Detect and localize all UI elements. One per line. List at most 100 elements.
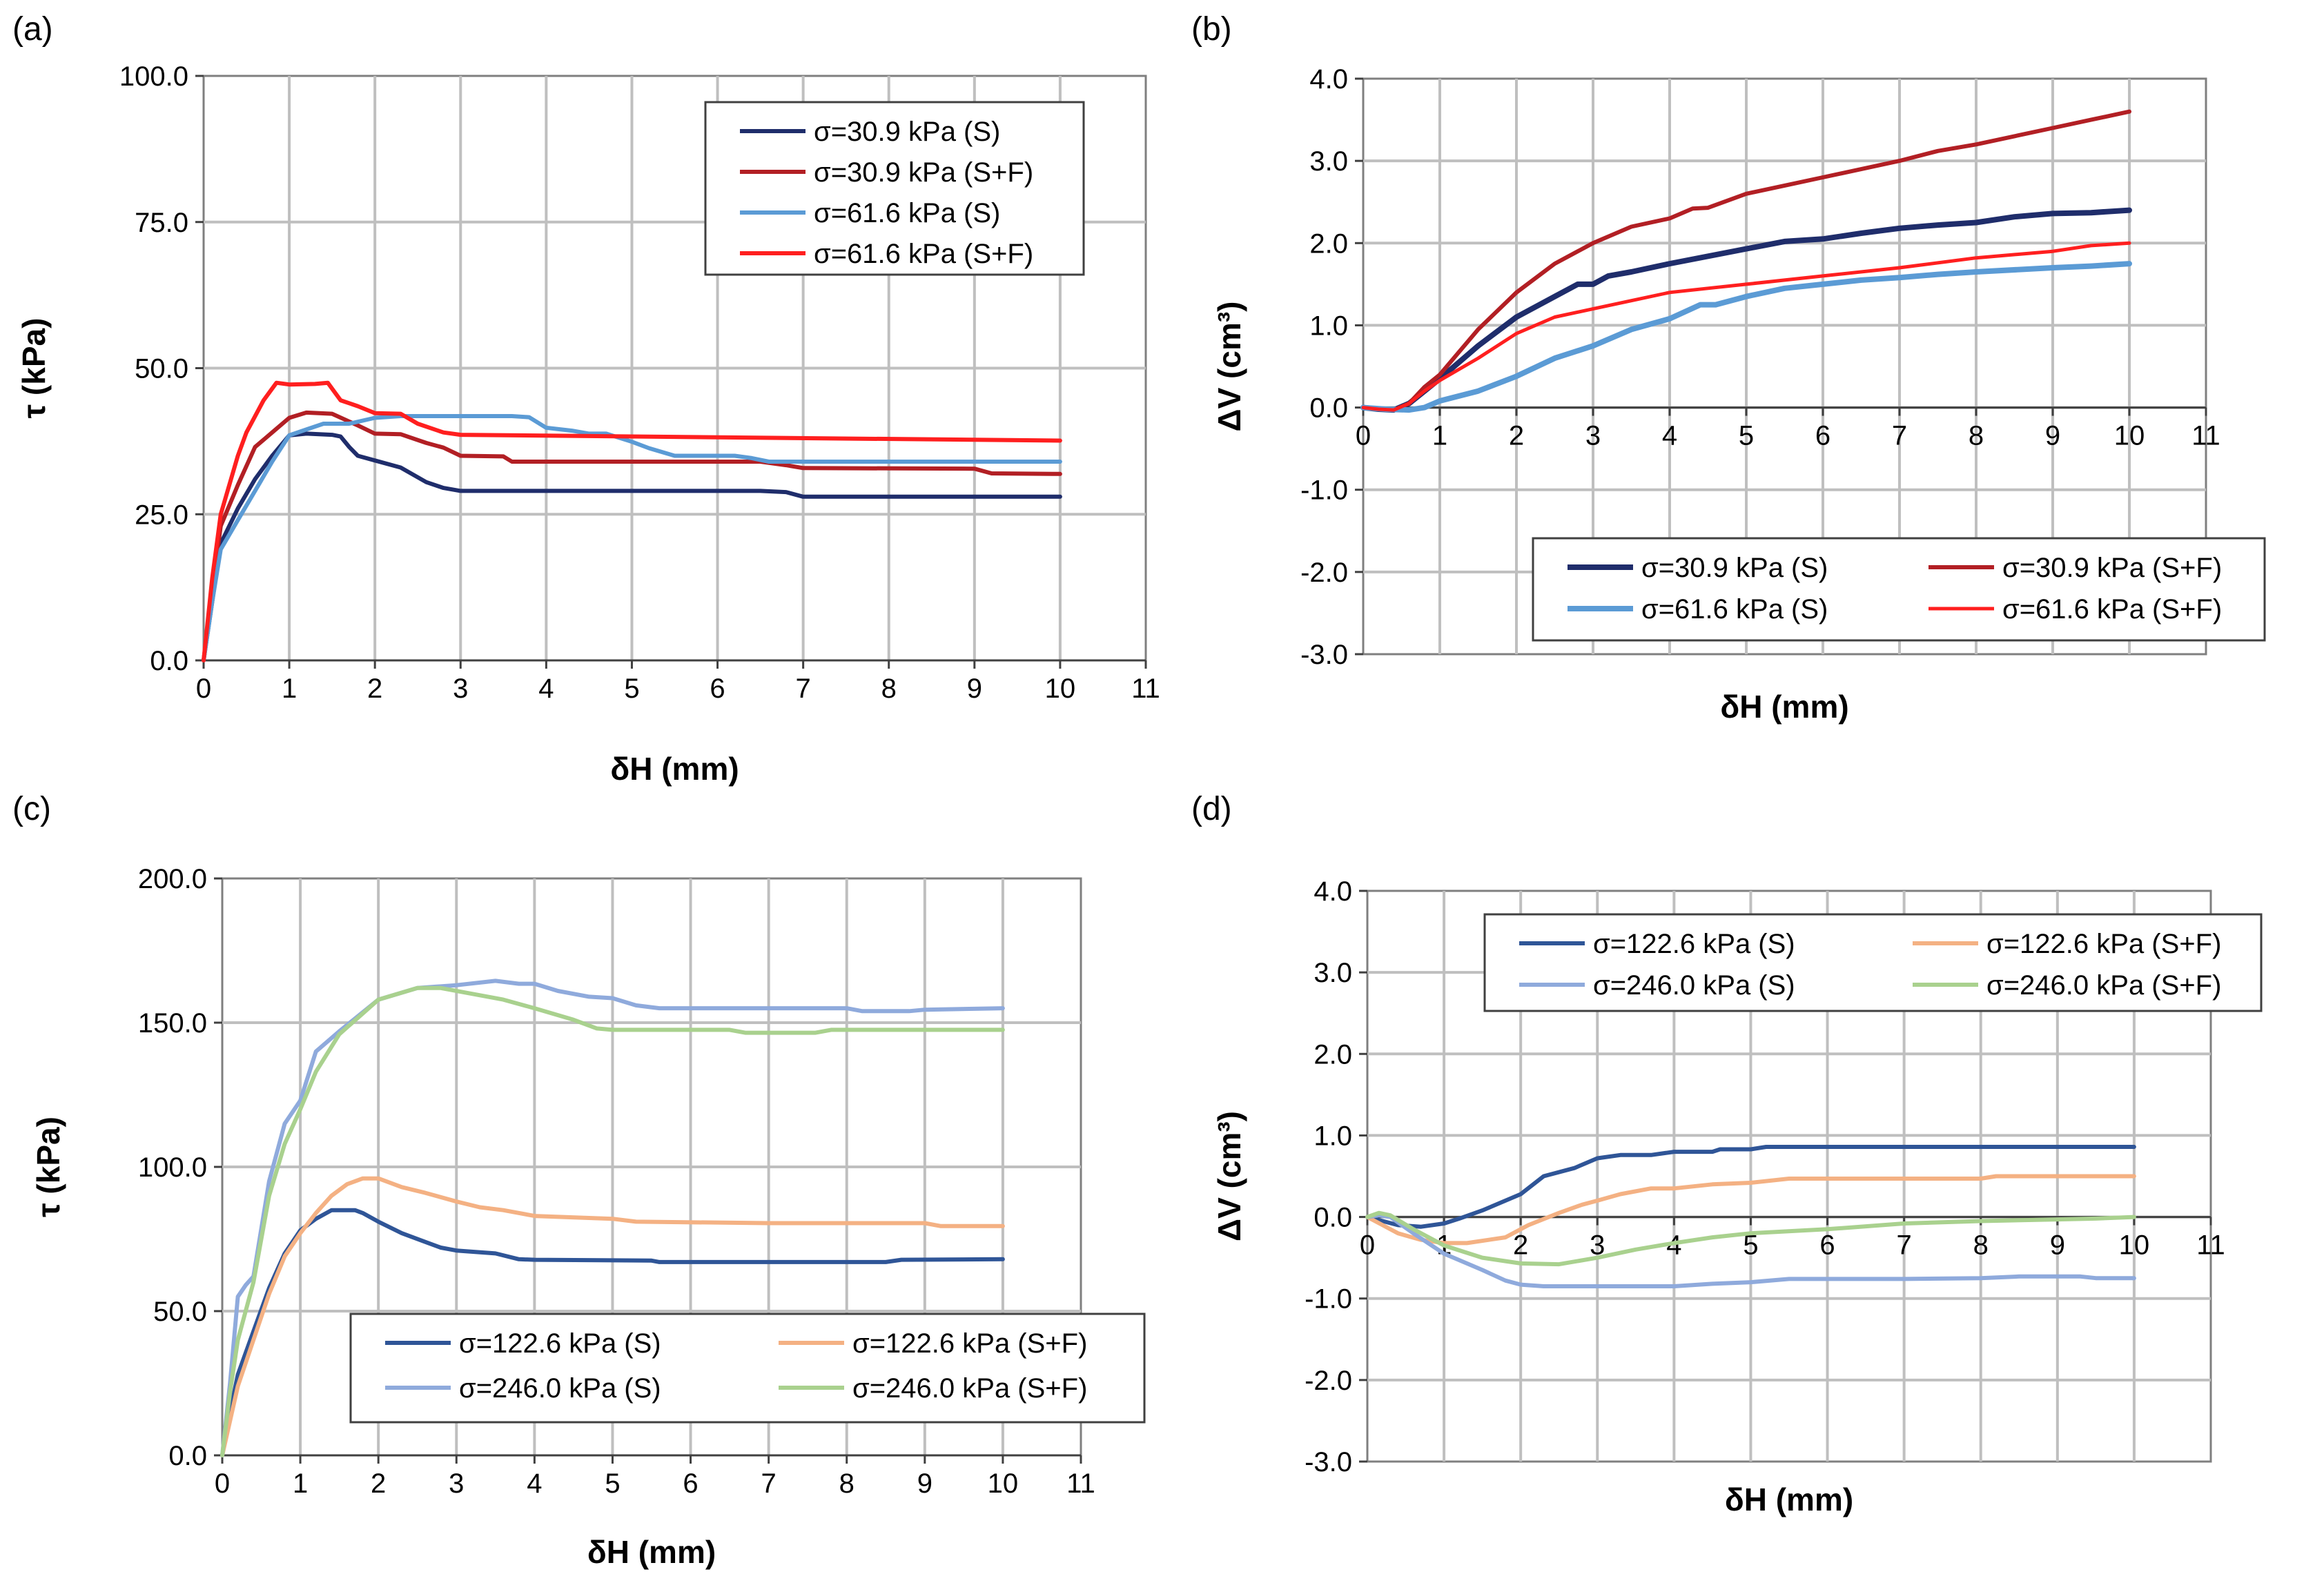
legend-label: σ=246.0 kPa (S): [1593, 970, 1795, 1001]
y-tick-label: -2.0: [1300, 558, 1348, 588]
x-tick-label: 6: [1815, 421, 1830, 451]
chart-a: (a) 0 1 2 3 4 5 6 7 8 9 10 11 0.0 25.0 50.0 75.0 100.0 δH …: [12, 11, 1160, 787]
legend-label: σ=30.9 kPa (S+F): [2002, 553, 2222, 583]
x-tick-label: 9: [917, 1468, 932, 1499]
x-tick-label: 0: [215, 1468, 230, 1499]
x-tick-label: 9: [2050, 1230, 2065, 1261]
x-tick-label: 11: [1131, 673, 1160, 704]
legend-label: σ=61.6 kPa (S+F): [2002, 594, 2222, 625]
x-tick-label: 4: [538, 673, 554, 704]
y-tick-label: 0.0: [1309, 393, 1348, 424]
legend: σ=30.9 kPa (S) σ=30.9 kPa (S+F) σ=61.6 kPa…: [1532, 537, 2266, 642]
y-tick-label: 100.0: [138, 1152, 207, 1183]
x-tick-label: 9: [967, 673, 982, 704]
x-tick-label: 8: [881, 673, 897, 704]
series-line-3: [1365, 1210, 2136, 1267]
y-tick-label: 0.0: [1314, 1203, 1352, 1233]
x-axis-label: δH (mm): [610, 751, 739, 787]
legend-label: σ=122.6 kPa (S+F): [1986, 929, 2221, 959]
panel-label: (b): [1191, 11, 1232, 48]
y-tick-label: -3.0: [1305, 1447, 1352, 1477]
x-tick-label: 4: [527, 1468, 542, 1499]
y-axis-label: ΔV (cm³): [1211, 1111, 1247, 1241]
panel-label: (d): [1191, 791, 1232, 827]
x-tick-label: 8: [1973, 1230, 1989, 1261]
legend-label: σ=30.9 kPa (S): [1641, 553, 1828, 583]
legend-label: σ=122.6 kPa (S+F): [852, 1328, 1087, 1359]
x-tick-label: 6: [710, 673, 725, 704]
legend-label: σ=246.0 kPa (S+F): [1986, 970, 2221, 1001]
x-tick-label: 5: [605, 1468, 620, 1499]
panel-label: (c): [12, 791, 51, 827]
x-tick-label: 7: [1897, 1230, 1912, 1261]
x-tick-label: 11: [2191, 421, 2220, 451]
x-tick-label: 11: [2196, 1230, 2225, 1261]
series-line-2: [1365, 1213, 2136, 1288]
x-tick-label: 7: [1892, 421, 1907, 451]
series-line-1: [220, 1176, 1005, 1457]
x-tick-label: 0: [1360, 1230, 1375, 1261]
series-line-0: [1365, 1145, 2136, 1229]
x-tick-label: 7: [761, 1468, 777, 1499]
x-tick-label: 9: [2045, 421, 2060, 451]
x-tick-label: 4: [1666, 1230, 1681, 1261]
x-tick-label: 2: [1509, 421, 1524, 451]
legend: σ=122.6 kPa (S) σ=122.6 kPa (S+F) σ=246.0 …: [349, 1312, 1146, 1424]
legend-label: σ=30.9 kPa (S+F): [814, 157, 1033, 188]
legend-label: σ=246.0 kPa (S): [459, 1373, 661, 1404]
y-tick-label: -1.0: [1305, 1284, 1352, 1315]
y-tick-label: 0.0: [168, 1441, 207, 1471]
x-axis-label: δH (mm): [1720, 689, 1848, 725]
y-tick-label: 1.0: [1309, 311, 1348, 341]
x-tick-label: 2: [367, 673, 382, 704]
x-tick-label: 7: [796, 673, 811, 704]
x-tick-label: 10: [988, 1468, 1019, 1499]
x-tick-label: 10: [2119, 1230, 2150, 1261]
y-tick-label: 3.0: [1314, 958, 1352, 988]
legend-label: σ=30.9 kPa (S): [814, 117, 1000, 147]
x-tick-label: 10: [1045, 673, 1076, 704]
legend: σ=30.9 kPa (S) σ=30.9 kPa (S+F) σ=61.6 kPa…: [704, 101, 1085, 276]
y-axis-label: τ (kPa): [30, 1117, 66, 1217]
y-tick-label: 200.0: [138, 864, 207, 894]
legend-box: [1483, 913, 2263, 1012]
x-tick-label: 11: [1066, 1468, 1095, 1499]
y-axis-label: τ (kPa): [16, 318, 52, 419]
legend-box: [1532, 537, 2266, 642]
x-tick-label: 5: [1739, 421, 1754, 451]
x-tick-label: 8: [1969, 421, 1984, 451]
series-line-0: [202, 431, 1062, 662]
y-tick-label: 100.0: [119, 61, 188, 92]
y-tick-label: 150.0: [138, 1008, 207, 1039]
x-tick-label: 1: [1432, 421, 1447, 451]
x-tick-label: 5: [624, 673, 639, 704]
series-line-2: [1360, 261, 2132, 413]
x-tick-label: 3: [1585, 421, 1601, 451]
panel-c: (c) 0 1 2 3 4 5 6 7 8 9 10 11 0.0 50.0 100.0 150.0 200.0 δ…: [0, 791, 1162, 1583]
series-line-3: [220, 985, 1005, 1457]
panel-d: (d) 0 1 2 3 4 5 6 7 8 9 10 11 -3.0 -2.0 -1.0 0.0 1.0 2.0 3.…: [1162, 791, 2324, 1583]
x-tick-label: 1: [293, 1468, 308, 1499]
panel-label: (a): [12, 11, 53, 48]
y-tick-label: 1.0: [1314, 1121, 1352, 1151]
y-tick-label: 0.0: [150, 646, 188, 676]
y-tick-label: -3.0: [1300, 640, 1348, 670]
legend-label: σ=61.6 kPa (S+F): [814, 239, 1033, 269]
x-tick-label: 1: [282, 673, 297, 704]
x-tick-label: 0: [1356, 421, 1371, 451]
panel-a: (a) 0 1 2 3 4 5 6 7 8 9 10 11 0.0 25.0 50.0 75.0 100.0 δH …: [0, 0, 1162, 792]
series-line-3: [1361, 241, 2131, 412]
x-tick-label: 6: [1819, 1230, 1835, 1261]
x-tick-label: 3: [1590, 1230, 1605, 1261]
legend-label: σ=61.6 kPa (S): [1641, 594, 1828, 625]
x-axis-label: δH (mm): [587, 1534, 716, 1570]
x-tick-label: 2: [371, 1468, 386, 1499]
x-tick-label: 3: [453, 673, 468, 704]
y-tick-label: 3.0: [1309, 146, 1348, 177]
y-tick-label: -1.0: [1300, 475, 1348, 506]
y-tick-label: 4.0: [1309, 64, 1348, 95]
legend-box: [349, 1312, 1146, 1424]
legend-label: σ=122.6 kPa (S): [1593, 929, 1795, 959]
series-line-1: [202, 410, 1062, 662]
y-tick-label: 2.0: [1314, 1039, 1352, 1070]
